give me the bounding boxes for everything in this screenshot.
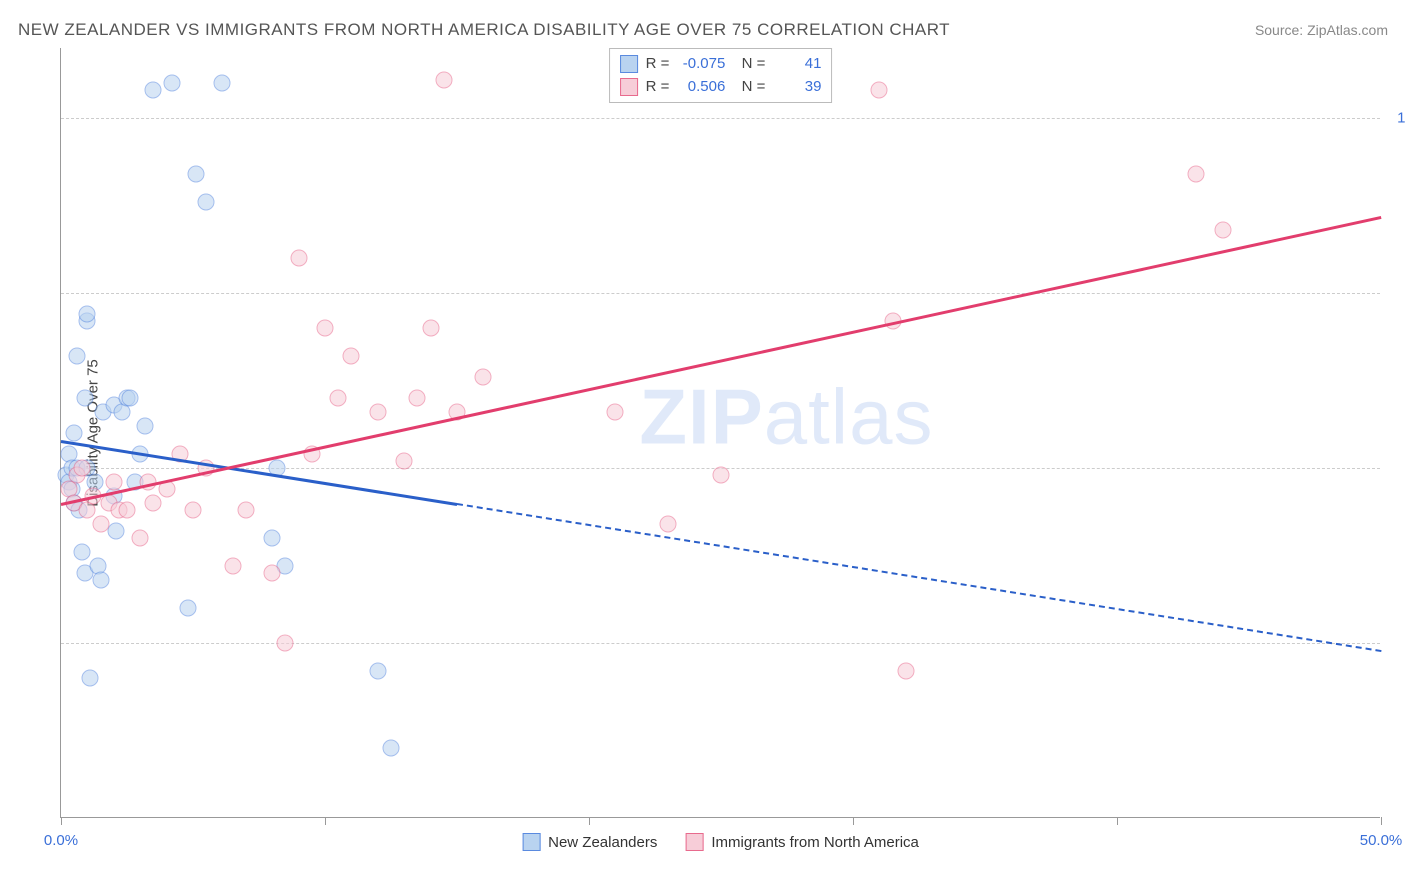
scatter-point: [277, 635, 294, 652]
legend-n-label: N =: [733, 76, 765, 99]
scatter-point: [383, 740, 400, 757]
scatter-point: [660, 516, 677, 533]
scatter-point: [396, 453, 413, 470]
y-tick-label: 75.0%: [1388, 285, 1406, 302]
scatter-point: [82, 670, 99, 687]
scatter-point: [422, 320, 439, 337]
scatter-point: [137, 418, 154, 435]
y-tick-label: 25.0%: [1388, 635, 1406, 652]
legend-r-value: -0.075: [677, 53, 725, 76]
scatter-point: [76, 390, 93, 407]
legend-n-value: 41: [773, 53, 821, 76]
x-tick-label: 0.0%: [44, 832, 78, 849]
scatter-point: [108, 523, 125, 540]
scatter-point: [187, 166, 204, 183]
scatter-point: [369, 404, 386, 421]
x-tick: [1381, 817, 1382, 825]
x-tick: [853, 817, 854, 825]
scatter-point: [1188, 166, 1205, 183]
legend-swatch: [522, 833, 540, 851]
scatter-point: [369, 663, 386, 680]
legend-n-label: N =: [733, 53, 765, 76]
trend-line: [61, 216, 1382, 506]
x-tick: [325, 817, 326, 825]
scatter-point: [105, 474, 122, 491]
scatter-point: [713, 467, 730, 484]
scatter-point: [198, 194, 215, 211]
scatter-point: [871, 82, 888, 99]
y-tick-label: 100.0%: [1388, 110, 1406, 127]
legend-swatch: [620, 55, 638, 73]
gridline: [61, 643, 1380, 644]
scatter-point: [132, 530, 149, 547]
legend-label: New Zealanders: [548, 834, 657, 851]
scatter-point: [264, 565, 281, 582]
legend-swatch: [620, 78, 638, 96]
scatter-point: [74, 460, 91, 477]
gridline: [61, 293, 1380, 294]
scatter-point: [179, 600, 196, 617]
scatter-point: [121, 390, 138, 407]
scatter-point: [66, 425, 83, 442]
legend-swatch: [685, 833, 703, 851]
x-tick: [589, 817, 590, 825]
scatter-point: [185, 502, 202, 519]
legend-r-value: 0.506: [677, 76, 725, 99]
legend-item: Immigrants from North America: [685, 833, 919, 851]
scatter-point: [224, 558, 241, 575]
scatter-point: [145, 82, 162, 99]
scatter-point: [330, 390, 347, 407]
scatter-point: [897, 663, 914, 680]
scatter-point: [74, 544, 91, 561]
scatter-point: [92, 572, 109, 589]
legend-r-label: R =: [646, 53, 670, 76]
watermark-rest: atlas: [764, 373, 934, 461]
x-tick: [1117, 817, 1118, 825]
scatter-point: [79, 306, 96, 323]
series-legend: New Zealanders Immigrants from North Amer…: [522, 833, 919, 851]
scatter-point: [409, 390, 426, 407]
scatter-point: [317, 320, 334, 337]
chart-title: NEW ZEALANDER VS IMMIGRANTS FROM NORTH A…: [18, 20, 950, 40]
chart-source: Source: ZipAtlas.com: [1255, 22, 1388, 38]
legend-r-label: R =: [646, 76, 670, 99]
gridline: [61, 118, 1380, 119]
scatter-point: [264, 530, 281, 547]
legend-n-value: 39: [773, 76, 821, 99]
scatter-point: [92, 516, 109, 533]
scatter-point: [290, 250, 307, 267]
scatter-point: [214, 75, 231, 92]
legend-row: R = -0.075 N = 41: [620, 53, 822, 76]
scatter-point: [68, 348, 85, 365]
y-tick-label: 50.0%: [1388, 460, 1406, 477]
watermark: ZIPatlas: [639, 372, 933, 463]
legend-item: New Zealanders: [522, 833, 657, 851]
scatter-point: [163, 75, 180, 92]
x-tick-label: 50.0%: [1360, 832, 1403, 849]
scatter-point: [237, 502, 254, 519]
correlation-legend: R = -0.075 N = 41 R = 0.506 N = 39: [609, 48, 833, 103]
x-tick: [61, 817, 62, 825]
scatter-point: [607, 404, 624, 421]
scatter-point: [1214, 222, 1231, 239]
scatter-point: [119, 502, 136, 519]
scatter-point: [435, 71, 452, 88]
legend-label: Immigrants from North America: [711, 834, 919, 851]
watermark-bold: ZIP: [639, 373, 763, 461]
trend-line: [457, 503, 1381, 652]
scatter-point: [343, 348, 360, 365]
legend-row: R = 0.506 N = 39: [620, 76, 822, 99]
scatter-point: [145, 495, 162, 512]
scatter-point: [475, 369, 492, 386]
scatter-plot-area: Disability Age Over 75 ZIPatlas 25.0%50.…: [60, 48, 1380, 818]
